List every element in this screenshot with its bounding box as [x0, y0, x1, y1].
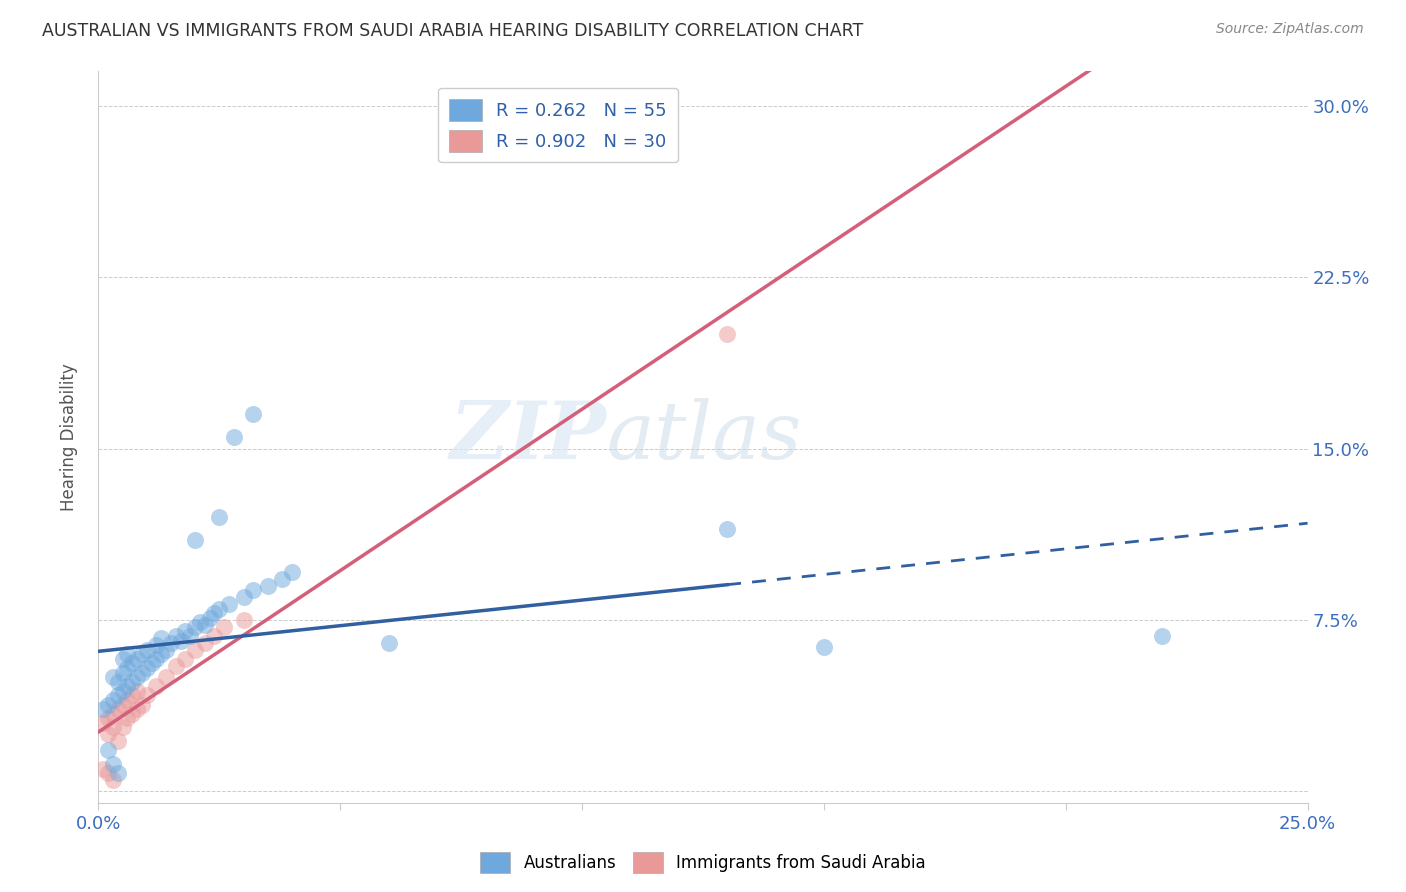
Point: [232, 613, 254, 627]
Point: [145, 638, 167, 652]
Point: [101, 720, 124, 734]
Legend: Australians, Immigrants from Saudi Arabia: Australians, Immigrants from Saudi Arabi…: [474, 846, 932, 880]
Point: [141, 657, 163, 671]
Point: [111, 698, 134, 712]
Point: [101, 670, 124, 684]
Point: [107, 689, 129, 703]
Point: [169, 633, 191, 648]
Point: [111, 720, 134, 734]
Point: [218, 597, 240, 611]
Point: [121, 706, 143, 721]
Point: [91, 715, 114, 730]
Text: AUSTRALIAN VS IMMIGRANTS FROM SAUDI ARABIA HEARING DISABILITY CORRELATION CHART: AUSTRALIAN VS IMMIGRANTS FROM SAUDI ARAB…: [42, 22, 863, 40]
Point: [121, 674, 143, 689]
Point: [184, 533, 207, 547]
Point: [174, 624, 197, 639]
Point: [184, 620, 207, 634]
Point: [232, 590, 254, 604]
Point: [716, 327, 738, 342]
Point: [198, 610, 221, 624]
Point: [188, 615, 211, 630]
Point: [107, 674, 129, 689]
Point: [107, 734, 129, 748]
Point: [107, 766, 129, 780]
Point: [155, 670, 177, 684]
Point: [135, 661, 157, 675]
Point: [91, 702, 114, 716]
Y-axis label: Hearing Disability: Hearing Disability: [59, 363, 77, 511]
Point: [155, 642, 177, 657]
Point: [242, 407, 264, 421]
Point: [377, 636, 399, 650]
Point: [101, 756, 124, 771]
Point: [165, 629, 187, 643]
Point: [101, 706, 124, 721]
Point: [222, 430, 245, 444]
Point: [208, 510, 231, 524]
Point: [131, 698, 153, 712]
Point: [212, 620, 235, 634]
Point: [184, 642, 207, 657]
Text: atlas: atlas: [606, 399, 801, 475]
Point: [160, 636, 183, 650]
Point: [97, 727, 120, 741]
Point: [131, 647, 153, 661]
Point: [1152, 629, 1174, 643]
Point: [150, 632, 173, 646]
Point: [121, 657, 143, 671]
Point: [135, 642, 157, 657]
Point: [97, 698, 120, 712]
Point: [256, 579, 278, 593]
Point: [150, 647, 173, 661]
Point: [127, 702, 149, 716]
Point: [111, 665, 134, 680]
Point: [107, 702, 129, 716]
Point: [145, 652, 167, 666]
Point: [204, 629, 226, 643]
Text: ZIP: ZIP: [450, 399, 606, 475]
Point: [194, 636, 217, 650]
Point: [204, 606, 226, 620]
Point: [208, 601, 231, 615]
Point: [127, 652, 149, 666]
Point: [97, 743, 120, 757]
Point: [101, 693, 124, 707]
Point: [121, 689, 143, 703]
Point: [111, 652, 134, 666]
Point: [179, 629, 201, 643]
Point: [127, 670, 149, 684]
Point: [174, 652, 197, 666]
Point: [242, 583, 264, 598]
Point: [97, 711, 120, 725]
Point: [117, 711, 139, 725]
Point: [145, 679, 167, 693]
Point: [97, 766, 120, 780]
Point: [117, 647, 139, 661]
Point: [271, 572, 294, 586]
Point: [281, 565, 304, 579]
Point: [716, 521, 738, 535]
Point: [127, 683, 149, 698]
Point: [194, 617, 217, 632]
Point: [165, 658, 187, 673]
Point: [117, 693, 139, 707]
Point: [91, 762, 114, 776]
Point: [117, 679, 139, 693]
Point: [117, 661, 139, 675]
Point: [813, 640, 835, 655]
Point: [101, 772, 124, 787]
Point: [131, 665, 153, 680]
Point: [135, 689, 157, 703]
Text: Source: ZipAtlas.com: Source: ZipAtlas.com: [1216, 22, 1364, 37]
Legend: R = 0.262   N = 55, R = 0.902   N = 30: R = 0.262 N = 55, R = 0.902 N = 30: [439, 87, 678, 162]
Point: [111, 683, 134, 698]
